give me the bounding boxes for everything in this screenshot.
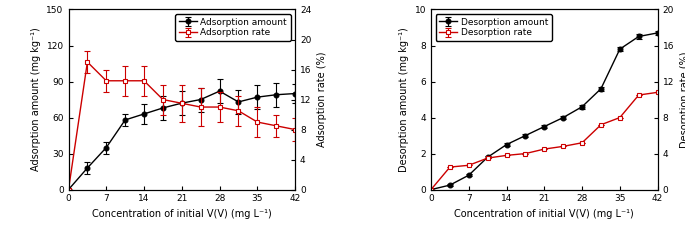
Text: b: b [404, 0, 414, 2]
Text: a: a [41, 0, 51, 2]
Y-axis label: Desorption amount (mg kg⁻¹): Desorption amount (mg kg⁻¹) [399, 27, 409, 172]
Legend: Desorption amount, Desorption rate: Desorption amount, Desorption rate [436, 14, 552, 41]
Y-axis label: Adsorption amount (mg kg⁻¹): Adsorption amount (mg kg⁻¹) [31, 28, 41, 171]
Y-axis label: Desorption rate (%): Desorption rate (%) [680, 51, 685, 148]
X-axis label: Concentration of initial V(V) (mg L⁻¹): Concentration of initial V(V) (mg L⁻¹) [92, 209, 272, 219]
Legend: Adsorption amount, Adsorption rate: Adsorption amount, Adsorption rate [175, 14, 290, 41]
Y-axis label: Adsorption rate (%): Adsorption rate (%) [317, 52, 327, 147]
X-axis label: Concentration of initial V(V) (mg L⁻¹): Concentration of initial V(V) (mg L⁻¹) [454, 209, 634, 219]
